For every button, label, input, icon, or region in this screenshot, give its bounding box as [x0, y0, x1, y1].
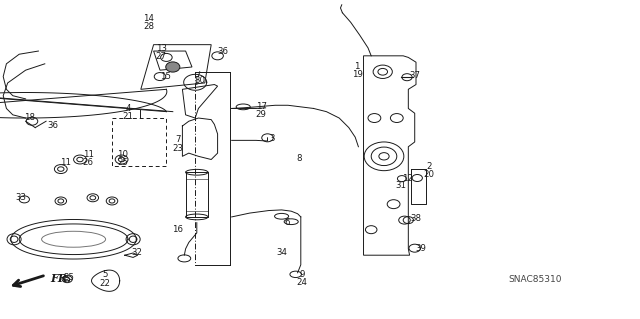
- Text: 11: 11: [83, 150, 94, 159]
- Text: 31: 31: [395, 181, 406, 189]
- Text: 19: 19: [352, 70, 362, 79]
- Text: 1: 1: [355, 63, 360, 71]
- Text: 24: 24: [296, 278, 308, 287]
- Text: 29: 29: [256, 110, 266, 119]
- Text: FR.: FR.: [50, 273, 71, 284]
- Text: 7: 7: [175, 135, 180, 144]
- Text: 20: 20: [423, 170, 435, 179]
- Text: 26: 26: [83, 158, 94, 167]
- Text: 21: 21: [122, 112, 134, 121]
- Text: 39: 39: [416, 244, 426, 253]
- Text: 17: 17: [255, 102, 267, 111]
- Text: 3: 3: [269, 134, 275, 143]
- Text: 12: 12: [401, 174, 413, 182]
- Text: 23: 23: [172, 144, 184, 152]
- Text: 18: 18: [24, 113, 35, 122]
- Text: 37: 37: [409, 71, 420, 80]
- Text: 4: 4: [125, 104, 131, 113]
- Text: 2: 2: [426, 162, 431, 171]
- Text: 5: 5: [102, 271, 108, 279]
- Text: 30: 30: [194, 76, 205, 85]
- Ellipse shape: [166, 62, 180, 72]
- Text: 28: 28: [143, 22, 154, 31]
- Text: 33: 33: [15, 193, 26, 202]
- Text: SNAC85310: SNAC85310: [509, 275, 563, 284]
- Text: 27: 27: [156, 52, 167, 61]
- Text: 9: 9: [300, 270, 305, 279]
- Text: 22: 22: [99, 279, 111, 288]
- Text: 38: 38: [410, 214, 422, 223]
- Text: 10: 10: [117, 150, 129, 159]
- Text: 13: 13: [156, 44, 167, 53]
- Text: 32: 32: [131, 248, 143, 257]
- Text: 34: 34: [276, 248, 287, 256]
- Text: 25: 25: [117, 158, 129, 167]
- Text: 16: 16: [172, 225, 184, 234]
- Text: 14: 14: [143, 14, 154, 23]
- Text: 6: 6: [284, 218, 289, 227]
- Text: 11: 11: [60, 158, 71, 167]
- Text: 8: 8: [297, 154, 302, 163]
- Text: 36: 36: [217, 47, 228, 56]
- Text: 35: 35: [63, 273, 75, 282]
- Text: 15: 15: [159, 72, 171, 81]
- Text: 36: 36: [47, 121, 58, 130]
